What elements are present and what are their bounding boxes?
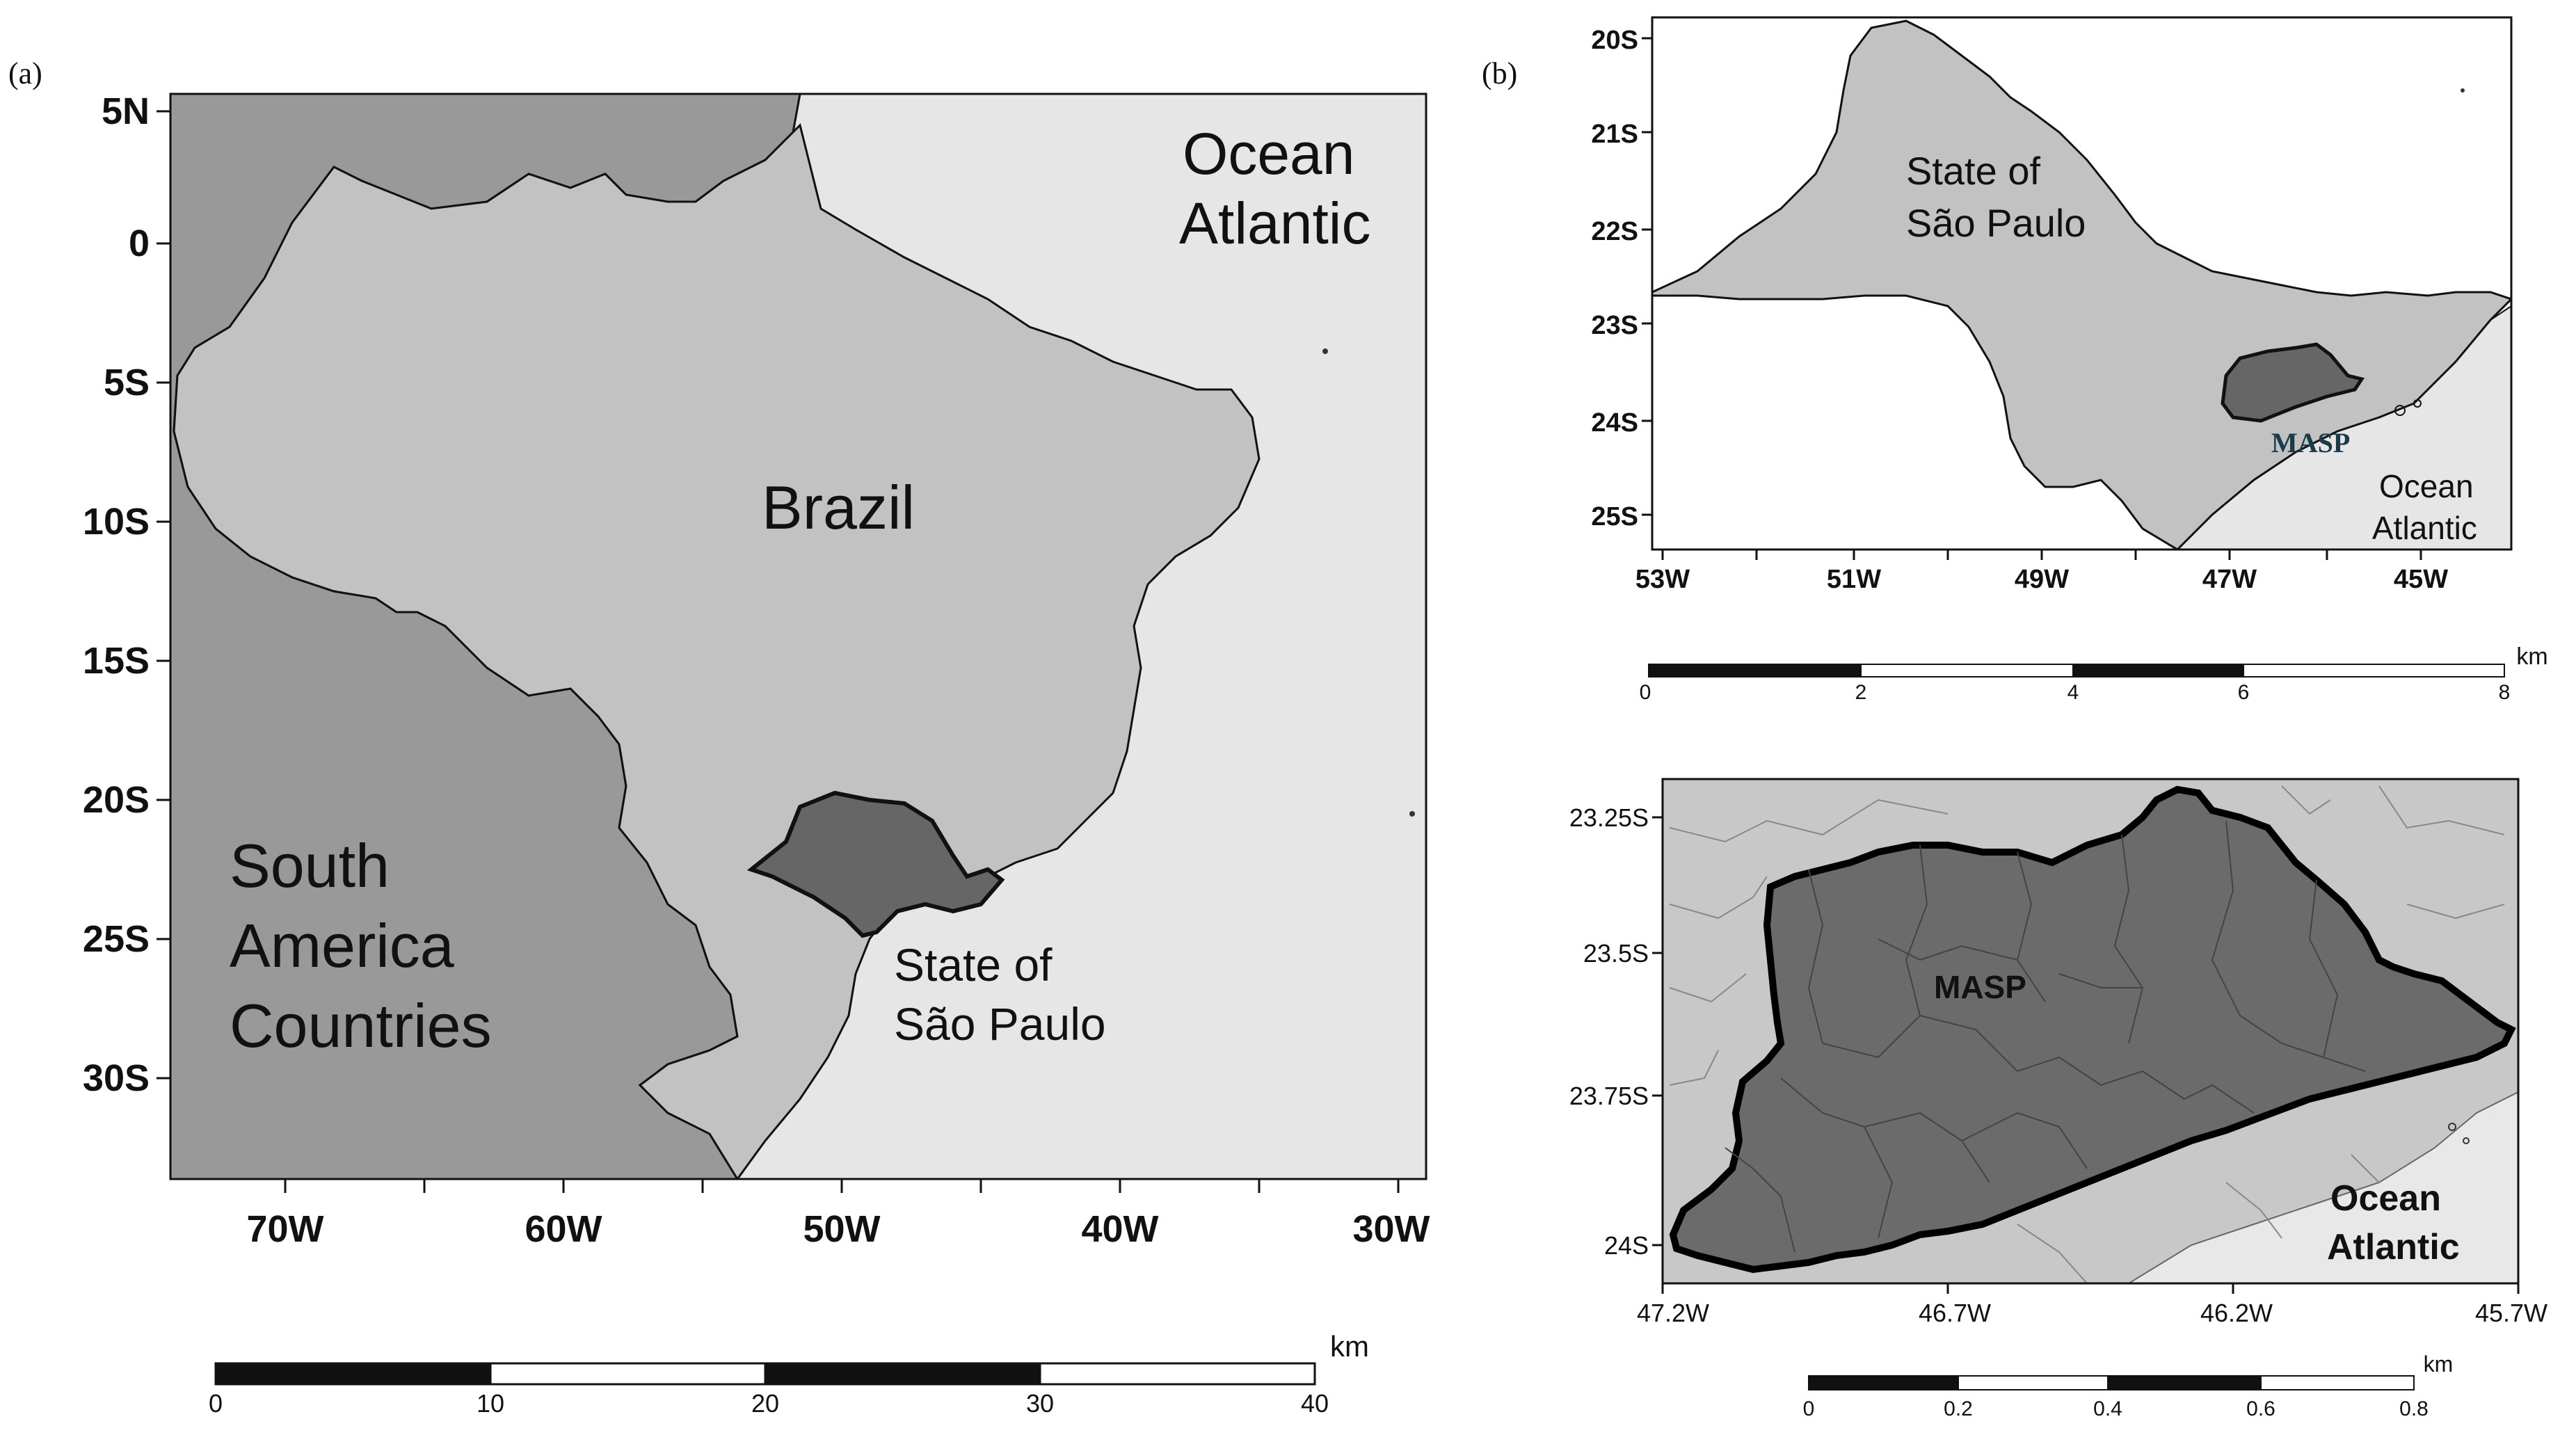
panel-b-top-scale-bar: km 0 2 4 6 8 xyxy=(1640,643,2548,704)
panel-b-bottom-lon-ticks: 47.2W 46.7W 46.2W 45.7W xyxy=(1637,1283,2547,1327)
lat-tick-label: 23.5S xyxy=(1583,939,1649,968)
lat-tick-label: 15S xyxy=(83,640,150,682)
lon-tick-label: 45W xyxy=(2394,565,2448,594)
masp-label: MASP xyxy=(2271,427,2350,458)
island-dot xyxy=(1409,811,1415,817)
sa-label-line3: Countries xyxy=(230,991,492,1060)
brazil-label: Brazil xyxy=(762,473,915,542)
island-dot xyxy=(2448,1123,2456,1131)
lat-tick-label: 21S xyxy=(1591,120,1638,149)
panel-b-bottom-frame xyxy=(1661,778,2520,1285)
lat-tick-label: 24S xyxy=(1591,408,1638,438)
panel-b-top-frame xyxy=(1651,16,2513,551)
ocean-label-line1: Ocean xyxy=(2379,468,2474,504)
lon-tick-label: 30W xyxy=(1352,1208,1430,1250)
ocean-label-line2: Atlantic xyxy=(2372,510,2477,546)
panel-b-top-lat-ticks: 20S 21S 22S 23S 24S 25S xyxy=(1591,26,1652,531)
lat-tick-label: 30S xyxy=(83,1057,150,1099)
scale-tick: 6 xyxy=(2238,681,2250,704)
panel-b-bottom-map xyxy=(1661,778,2520,1285)
ocean-label-line1: Ocean xyxy=(2330,1178,2441,1219)
lat-tick-label: 5N xyxy=(102,90,150,132)
lon-tick-label: 60W xyxy=(525,1208,602,1250)
state-label-line2: São Paulo xyxy=(1906,201,2086,245)
ocean-area xyxy=(2127,1091,2518,1283)
scale-tick: 30 xyxy=(1026,1389,1054,1418)
masp-region xyxy=(1669,785,2516,1274)
ocean-label-line1: Ocean xyxy=(1183,121,1355,186)
panel-b-top-lon-ticks: 53W 51W 49W 47W 45W xyxy=(1635,550,2448,594)
lon-tick-label: 53W xyxy=(1635,565,1690,594)
scale-tick: 0.4 xyxy=(2093,1397,2122,1420)
panel-a-frame xyxy=(169,93,1427,1180)
state-label-line2: São Paulo xyxy=(894,998,1106,1050)
masp-label: MASP xyxy=(1934,969,2026,1005)
lat-tick-label: 22S xyxy=(1591,217,1638,246)
panel-a-letter: (a) xyxy=(8,56,42,90)
sao-paulo-state-region xyxy=(1652,19,2511,550)
scale-tick: 2 xyxy=(1855,681,1867,704)
scale-tick: 10 xyxy=(477,1389,504,1418)
scale-tick: 0.2 xyxy=(1944,1397,1973,1420)
lat-tick-label: 24S xyxy=(1604,1231,1649,1260)
scale-unit: km xyxy=(1330,1330,1369,1363)
lat-tick-label: 5S xyxy=(104,362,150,403)
scale-tick: 4 xyxy=(2067,681,2079,704)
panel-b-top-map xyxy=(1651,16,2513,551)
island-dot xyxy=(2461,88,2465,93)
scale-tick: 0 xyxy=(209,1389,223,1418)
lon-tick-label: 70W xyxy=(246,1208,323,1250)
lon-tick-label: 46.2W xyxy=(2200,1299,2273,1327)
lon-tick-label: 47.2W xyxy=(1637,1299,1709,1327)
panel-b-bottom-lat-ticks: 23.25S 23.5S 23.75S 24S xyxy=(1569,803,1663,1260)
panel-a-lat-ticks: 5N 0 5S 10S 15S 20S 25S 30S xyxy=(83,90,170,1099)
panel-a-map xyxy=(169,93,1427,1180)
scale-tick: 20 xyxy=(751,1389,779,1418)
scale-tick: 0.8 xyxy=(2399,1397,2429,1420)
lon-tick-label: 47W xyxy=(2202,565,2257,594)
panel-b-bottom-scale-bar: km 0 0.2 0.4 0.6 0.8 xyxy=(1803,1352,2454,1420)
lat-tick-label: 23S xyxy=(1591,311,1638,340)
lat-tick-label: 25S xyxy=(1591,502,1638,531)
lat-tick-label: 10S xyxy=(83,501,150,543)
scale-unit: km xyxy=(2516,643,2547,670)
scale-tick: 8 xyxy=(2499,681,2511,704)
island-dot xyxy=(2463,1137,2470,1144)
scale-tick: 0.6 xyxy=(2246,1397,2275,1420)
lon-tick-label: 45.7W xyxy=(2475,1299,2547,1327)
island-dot xyxy=(1322,348,1328,354)
lon-tick-label: 50W xyxy=(803,1208,880,1250)
masp-municipality-lines xyxy=(1725,820,2366,1253)
sa-label-line1: South xyxy=(230,831,390,900)
scale-tick: 0 xyxy=(1640,681,1651,704)
panel-a-lon-ticks: 70W 60W 50W 40W 30W xyxy=(246,1179,1430,1250)
state-label-line1: State of xyxy=(894,939,1053,991)
lon-tick-label: 40W xyxy=(1081,1208,1158,1250)
masp-region xyxy=(2221,342,2365,423)
lat-tick-label: 23.75S xyxy=(1569,1082,1649,1110)
lat-tick-label: 20S xyxy=(83,779,150,821)
sao-paulo-state-region xyxy=(746,790,1005,938)
lat-tick-label: 23.25S xyxy=(1569,803,1649,832)
state-label-line1: State of xyxy=(1906,149,2040,193)
lon-tick-label: 51W xyxy=(1827,565,1881,594)
scale-tick: 0 xyxy=(1803,1397,1815,1420)
sa-label-line2: America xyxy=(230,911,454,980)
ocean-label-line2: Atlantic xyxy=(2327,1227,2460,1267)
ocean-label-line2: Atlantic xyxy=(1179,191,1370,256)
lon-tick-label: 46.7W xyxy=(1919,1299,1991,1327)
lat-tick-label: 0 xyxy=(129,223,150,264)
lat-tick-label: 20S xyxy=(1591,26,1638,55)
lat-tick-label: 25S xyxy=(83,918,150,960)
island-dot xyxy=(2413,399,2422,408)
scale-tick: 40 xyxy=(1301,1389,1329,1418)
scale-unit: km xyxy=(2424,1352,2454,1377)
panel-a-scale-bar: km 0 10 20 30 40 xyxy=(209,1330,1369,1418)
lon-tick-label: 49W xyxy=(2015,565,2069,594)
island-dot xyxy=(2394,405,2406,416)
panel-b-letter: (b) xyxy=(1482,56,1517,90)
